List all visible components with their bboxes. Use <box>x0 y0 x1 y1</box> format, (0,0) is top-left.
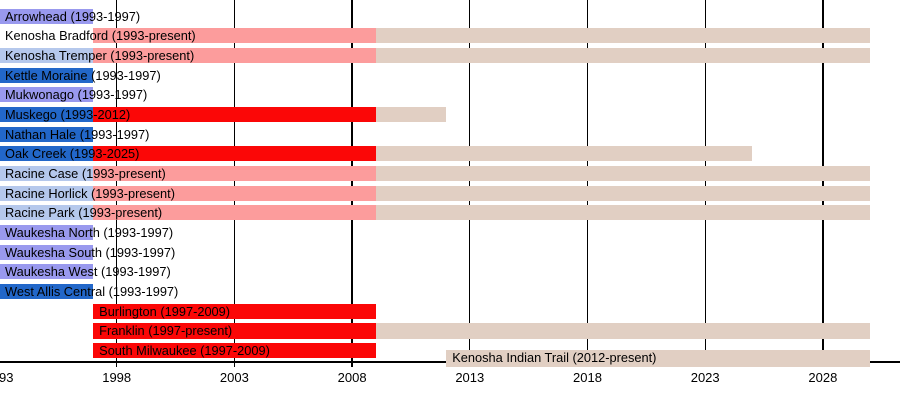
bar-segment <box>0 126 94 142</box>
gridline-2023 <box>704 0 706 367</box>
bar-segment <box>375 165 870 182</box>
bar-segment <box>93 47 376 64</box>
row-label: Racine Park (1993-present) <box>5 205 163 221</box>
row-label: Muskego (1993-2012) <box>5 106 131 122</box>
bar-segment <box>0 8 94 24</box>
row-label: Racine Case (1993-present) <box>5 165 166 181</box>
bar-segment <box>93 303 376 319</box>
bar-segment <box>0 67 94 83</box>
row-label: Oak Creek (1993-2025) <box>5 146 140 162</box>
bar-segment <box>0 165 94 182</box>
x-tick-label: 2028 <box>808 370 838 385</box>
bar-segment <box>0 224 94 241</box>
row-label: West Allis Central (1993-1997) <box>5 283 179 299</box>
bar-segment <box>0 106 94 123</box>
bar-segment <box>0 244 94 260</box>
gridline-1998 <box>116 0 118 367</box>
bar-segment <box>93 165 376 182</box>
row-label: Mukwonago (1993-1997) <box>5 87 148 103</box>
x-tick-label: 2008 <box>337 370 367 385</box>
row-label: Waukesha North (1993-1997) <box>5 224 174 240</box>
row-label: Franklin (1997-present) <box>99 323 233 339</box>
bar-segment <box>93 106 376 123</box>
bar-segment <box>375 106 447 123</box>
bar-segment <box>375 205 870 221</box>
bar-segment <box>93 342 376 359</box>
bar-segment <box>0 146 94 162</box>
row-label: Nathan Hale (1993-1997) <box>5 126 150 142</box>
gridline-2003 <box>233 0 236 367</box>
row-label: Waukesha South (1993-1997) <box>5 244 176 260</box>
gridline-2018 <box>586 0 589 367</box>
row-label: Kettle Moraine (1993-1997) <box>5 67 161 83</box>
row-label: Waukesha West (1993-1997) <box>5 264 171 280</box>
bar-segment <box>0 264 94 280</box>
x-tick-label: 2018 <box>573 370 602 385</box>
bar-segment <box>0 87 94 103</box>
gridline-2028 <box>822 0 824 367</box>
bar-segment <box>0 185 94 201</box>
bar-segment <box>0 283 94 300</box>
row-label: Kenosha Tremper (1993-present) <box>5 47 195 63</box>
bar-segment <box>375 28 870 44</box>
row-label: Kenosha Bradford (1993-present) <box>5 28 196 44</box>
bar-segment <box>375 185 870 201</box>
row-label: Racine Horlick (1993-present) <box>5 185 175 201</box>
x-tick-label: 2003 <box>219 370 249 385</box>
bar-segment <box>0 205 94 221</box>
bar-segment <box>375 323 870 339</box>
bar-segment <box>0 47 94 64</box>
gridline-2008 <box>351 0 353 367</box>
x-tick-label: 2013 <box>455 370 485 385</box>
bar-segment <box>93 28 376 44</box>
row-label: Kenosha Indian Trail (2012-present) <box>452 350 657 365</box>
row-label: Burlington (1997-2009) <box>99 303 231 319</box>
bar-segment <box>93 205 376 221</box>
bar-segment <box>93 185 376 201</box>
bar-segment <box>93 146 376 162</box>
x-tick-label: 1998 <box>102 370 132 385</box>
gridline-2013 <box>469 0 471 367</box>
bar-segment <box>375 146 753 162</box>
bar-segment <box>375 47 870 64</box>
bar-segment <box>446 350 870 367</box>
row-label: South Milwaukee (1997-2009) <box>99 342 270 358</box>
x-tick-label: 2023 <box>690 370 720 385</box>
row-label: Arrowhead (1993-1997) <box>5 8 141 24</box>
x-tick-label: 1993 <box>0 370 14 385</box>
bar-segment <box>93 323 376 339</box>
